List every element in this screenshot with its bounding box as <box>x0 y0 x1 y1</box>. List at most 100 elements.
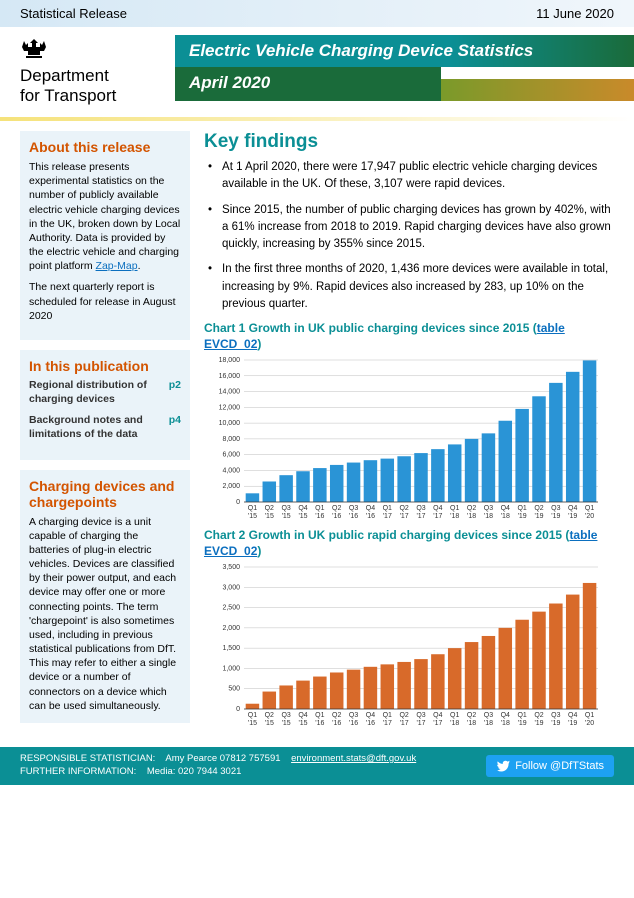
svg-text:Q4: Q4 <box>433 712 442 719</box>
svg-text:Q3: Q3 <box>484 712 493 719</box>
svg-text:'19: '19 <box>518 513 527 520</box>
svg-text:Q3: Q3 <box>551 712 560 719</box>
svg-text:Q2: Q2 <box>467 505 476 512</box>
svg-text:'16: '16 <box>349 720 358 727</box>
svg-text:1,500: 1,500 <box>222 646 240 653</box>
svg-text:8,000: 8,000 <box>222 436 240 443</box>
svg-text:Q4: Q4 <box>501 712 510 719</box>
svg-text:Q3: Q3 <box>416 712 425 719</box>
svg-text:'16: '16 <box>332 513 341 520</box>
svg-text:'19: '19 <box>534 513 543 520</box>
svg-text:'17: '17 <box>400 513 409 520</box>
svg-text:Q1: Q1 <box>383 505 392 512</box>
svg-text:Q2: Q2 <box>534 712 543 719</box>
svg-text:'16: '16 <box>315 720 324 727</box>
svg-text:4,000: 4,000 <box>222 468 240 475</box>
svg-text:Q3: Q3 <box>349 505 358 512</box>
header-top-bar: Statistical Release 11 June 2020 <box>0 0 634 27</box>
svg-text:2,500: 2,500 <box>222 605 240 612</box>
title-banner: Electric Vehicle Charging Device Statist… <box>175 27 634 115</box>
department-logo-block: Department for Transport <box>0 27 175 115</box>
svg-text:'15: '15 <box>265 513 274 520</box>
svg-text:'17: '17 <box>433 720 442 727</box>
svg-text:'15: '15 <box>282 720 291 727</box>
svg-text:'19: '19 <box>551 720 560 727</box>
svg-text:'18: '18 <box>450 720 459 727</box>
svg-text:'16: '16 <box>315 513 324 520</box>
svg-text:16,000: 16,000 <box>219 373 241 380</box>
svg-text:0: 0 <box>236 499 240 506</box>
svg-text:Q3: Q3 <box>551 505 560 512</box>
svg-text:'20: '20 <box>585 513 594 520</box>
svg-text:'18: '18 <box>467 513 476 520</box>
stat-label: RESPONSIBLE STATISTICIAN: <box>20 753 155 764</box>
svg-text:'18: '18 <box>501 513 510 520</box>
svg-text:6,000: 6,000 <box>222 452 240 459</box>
svg-text:Q4: Q4 <box>298 505 307 512</box>
svg-text:Q2: Q2 <box>399 505 408 512</box>
svg-text:Q2: Q2 <box>467 712 476 719</box>
svg-text:Q1: Q1 <box>248 505 257 512</box>
release-date: 11 June 2020 <box>536 6 614 21</box>
svg-text:Q2: Q2 <box>265 505 274 512</box>
svg-text:'18: '18 <box>484 720 493 727</box>
key-findings-list: At 1 April 2020, there were 17,947 publi… <box>204 159 614 313</box>
svg-text:Q1: Q1 <box>315 712 324 719</box>
svg-text:'15: '15 <box>265 720 274 727</box>
svg-text:'17: '17 <box>416 513 425 520</box>
svg-text:'19: '19 <box>518 720 527 727</box>
svg-text:'16: '16 <box>366 513 375 520</box>
svg-text:'18: '18 <box>484 513 493 520</box>
svg-text:'17: '17 <box>400 720 409 727</box>
about-head: About this release <box>29 139 181 155</box>
svg-text:12,000: 12,000 <box>219 405 241 412</box>
stat-email-link[interactable]: environment.stats@dft.gov.uk <box>291 753 416 764</box>
svg-text:Q4: Q4 <box>366 505 375 512</box>
dept-line1: Department <box>20 66 175 86</box>
toc-item[interactable]: Regional distribution of charging device… <box>29 379 181 406</box>
svg-text:'17: '17 <box>416 720 425 727</box>
svg-text:'15: '15 <box>298 720 307 727</box>
toc-head: In this publication <box>29 358 181 374</box>
info-value: Media: 020 7944 3021 <box>147 766 242 777</box>
svg-text:2,000: 2,000 <box>222 625 240 632</box>
kf-item: At 1 April 2020, there were 17,947 publi… <box>204 159 614 194</box>
svg-text:'17: '17 <box>433 513 442 520</box>
toc-item[interactable]: Background notes and limitations of the … <box>29 414 181 441</box>
svg-text:'15: '15 <box>248 513 257 520</box>
stat-value: Amy Pearce 07812 757591 <box>165 753 280 764</box>
about-p1: This release presents experimental stati… <box>29 160 181 273</box>
svg-text:3,500: 3,500 <box>222 564 240 571</box>
svg-text:Q2: Q2 <box>534 505 543 512</box>
svg-text:Q2: Q2 <box>332 505 341 512</box>
release-type: Statistical Release <box>20 6 127 21</box>
about-block: About this release This release presents… <box>20 131 190 340</box>
svg-text:Q4: Q4 <box>568 505 577 512</box>
zapmap-link[interactable]: Zap-Map <box>96 260 138 272</box>
svg-text:10,000: 10,000 <box>219 420 241 427</box>
kf-item: Since 2015, the number of public chargin… <box>204 202 614 254</box>
banner-title: Electric Vehicle Charging Device Statist… <box>175 35 634 67</box>
chart2-title: Chart 2 Growth in UK public rapid chargi… <box>204 528 614 559</box>
svg-text:Q1: Q1 <box>315 505 324 512</box>
svg-text:Q1: Q1 <box>517 712 526 719</box>
svg-text:Q1: Q1 <box>450 505 459 512</box>
chart2: 05001,0001,5002,0002,5003,0003,500Q1'15Q… <box>204 561 614 731</box>
svg-text:'20: '20 <box>585 720 594 727</box>
svg-text:'16: '16 <box>366 720 375 727</box>
main-content: Key findings At 1 April 2020, there were… <box>204 131 614 733</box>
svg-text:Q2: Q2 <box>265 712 274 719</box>
twitter-icon <box>496 759 510 773</box>
svg-text:'18: '18 <box>450 513 459 520</box>
svg-text:Q3: Q3 <box>349 712 358 719</box>
svg-text:'18: '18 <box>467 720 476 727</box>
svg-text:'16: '16 <box>349 513 358 520</box>
svg-text:Q1: Q1 <box>248 712 257 719</box>
svg-text:'15: '15 <box>282 513 291 520</box>
svg-text:Q3: Q3 <box>416 505 425 512</box>
key-findings-head: Key findings <box>204 131 614 153</box>
definitions-block: Charging devices and chargepoints A char… <box>20 470 190 723</box>
svg-text:'19: '19 <box>568 513 577 520</box>
svg-text:'15: '15 <box>248 720 257 727</box>
twitter-follow-button[interactable]: Follow @DfTStats <box>486 755 614 777</box>
